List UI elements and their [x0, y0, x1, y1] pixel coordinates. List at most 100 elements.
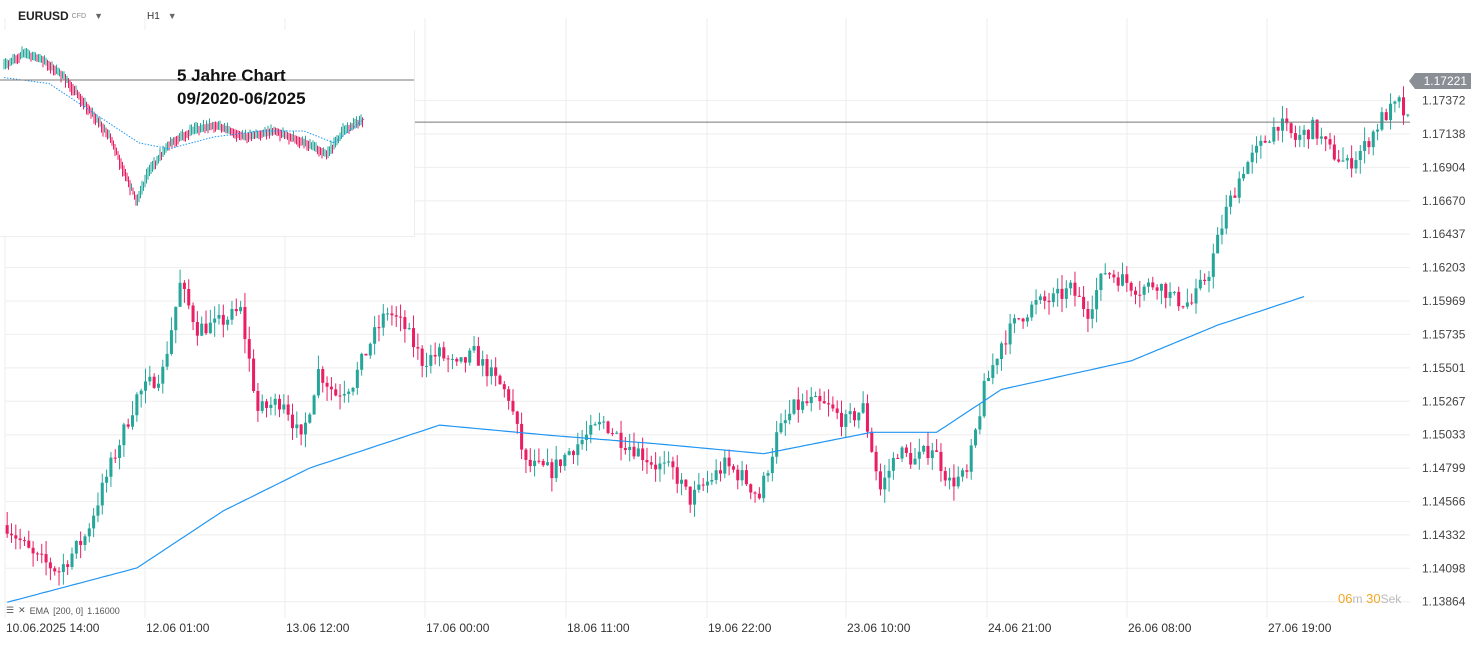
candle-body — [744, 470, 748, 485]
candle-body — [961, 470, 965, 477]
candle-body — [1402, 97, 1406, 116]
candle-body — [1233, 195, 1237, 198]
candle-body — [840, 412, 844, 427]
chevron-down-icon[interactable]: ▼ — [94, 11, 103, 21]
candle-body — [459, 357, 463, 362]
candle-body — [1030, 304, 1034, 318]
candle-body — [1389, 103, 1393, 121]
candle-body — [1194, 288, 1198, 304]
candle-body — [1172, 291, 1176, 293]
candle-body — [1220, 228, 1224, 235]
chevron-down-icon[interactable]: ▼ — [167, 11, 177, 21]
five-year-chart-inset — [0, 30, 415, 237]
candle-body — [874, 451, 878, 472]
indicator-legend[interactable]: ☰ ✕ EMA [200, 0] 1.16000 — [6, 605, 120, 616]
close-icon[interactable]: ✕ — [18, 605, 26, 615]
candle-body — [420, 348, 424, 366]
inset-ema-line — [3, 77, 365, 150]
candle-body — [282, 404, 286, 410]
candle-body — [1337, 159, 1341, 162]
candle-body — [40, 553, 44, 555]
chart-toolbar: EURUSD CFD ▼ H1 ▼ — [18, 9, 177, 23]
candle-body — [18, 538, 22, 541]
candle-body — [723, 457, 727, 474]
candle-body — [952, 477, 956, 487]
candle-body — [1376, 129, 1380, 132]
candle-body — [118, 445, 122, 458]
candle-body — [891, 457, 895, 471]
candle-body — [1181, 306, 1185, 308]
price-tick-label: 1.16203 — [1422, 261, 1466, 275]
candle-body — [887, 470, 891, 478]
candle-body — [684, 479, 688, 487]
candle-body — [1367, 141, 1371, 148]
candle-body — [1267, 141, 1272, 143]
inset-title: 5 Jahre Chart 09/2020-06/2025 — [177, 64, 306, 110]
price-tick-label: 1.17372 — [1422, 94, 1466, 108]
time-tick-label: 26.06 08:00 — [1128, 621, 1192, 635]
candle-body — [883, 477, 887, 490]
time-tick-label: 24.06 21:00 — [988, 621, 1052, 635]
candle-body — [472, 346, 476, 351]
candle-body — [831, 404, 835, 409]
candle-body — [1280, 118, 1284, 131]
candle-body — [567, 451, 571, 455]
timeframe-selector[interactable]: H1 — [146, 10, 160, 22]
candle-body — [515, 411, 519, 424]
candle-body — [498, 375, 502, 385]
candle-body — [1090, 309, 1094, 319]
candle-body — [1116, 277, 1120, 286]
menu-icon[interactable]: ☰ — [6, 605, 15, 615]
candle-body — [753, 492, 757, 494]
candle-body — [1155, 287, 1159, 291]
candle-body — [814, 395, 818, 397]
price-tick-label: 1.15267 — [1422, 394, 1466, 408]
candle-body — [783, 420, 787, 424]
candle-body — [165, 353, 169, 367]
candle-body — [1038, 296, 1042, 301]
candle-body — [610, 433, 614, 435]
candle-body — [546, 462, 550, 466]
candle-body — [429, 354, 433, 366]
candle-body — [139, 390, 143, 395]
candle-body — [1064, 288, 1068, 299]
candle-body — [364, 353, 368, 356]
candle-body — [1242, 173, 1246, 179]
inset-title-line2: 09/2020-06/2025 — [177, 89, 306, 108]
candle-body — [1177, 291, 1181, 307]
candle-body — [1168, 292, 1172, 298]
candle-body — [377, 327, 381, 329]
candle-body — [424, 365, 429, 367]
candle-body — [710, 479, 714, 482]
candle-body — [1324, 136, 1328, 140]
candle-body — [70, 553, 74, 567]
candle-body — [1237, 178, 1241, 198]
candle-body — [9, 533, 13, 536]
chart-grid — [4, 18, 1410, 618]
candle-body — [861, 403, 865, 413]
current-price-tag: 1.17221 — [1409, 73, 1471, 89]
candle-body — [991, 365, 995, 379]
candle-body — [174, 306, 178, 331]
candle-body — [930, 450, 934, 459]
candle-body — [386, 313, 390, 315]
candle-body — [92, 515, 96, 529]
candle-body — [22, 540, 26, 542]
candle-body — [87, 528, 91, 537]
symbol-label[interactable]: EURUSD — [18, 9, 69, 23]
candle-body — [433, 354, 437, 357]
candle-body — [974, 429, 978, 446]
candle-body — [338, 395, 342, 397]
candle-body — [1034, 300, 1038, 305]
candles — [5, 86, 1410, 586]
candle-body — [636, 448, 640, 457]
candle-body — [606, 421, 610, 434]
candle-body — [1051, 293, 1055, 303]
candle-body — [290, 414, 294, 429]
candle-body — [649, 462, 653, 465]
candle-body — [200, 323, 204, 336]
candle-body — [195, 322, 199, 336]
candle-body — [1082, 296, 1086, 309]
candle-body — [943, 471, 947, 481]
